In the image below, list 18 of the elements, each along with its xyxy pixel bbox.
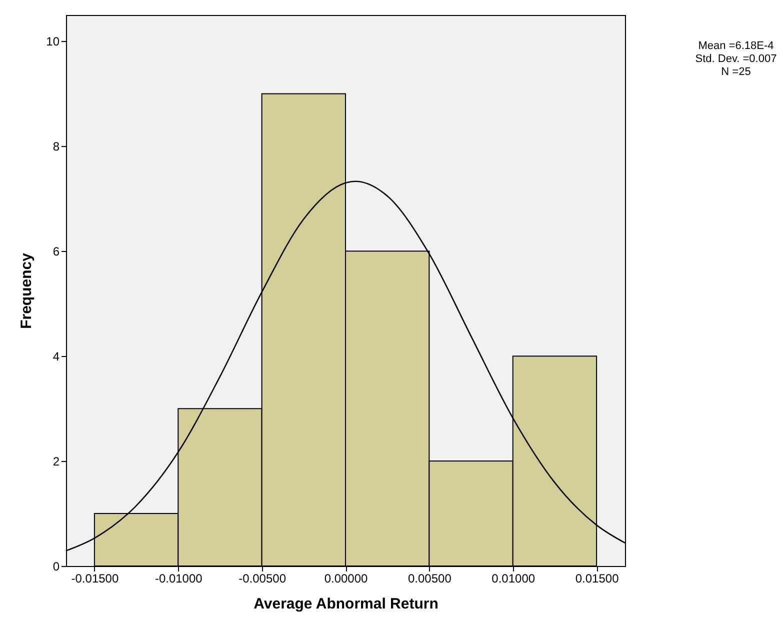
text: Std. Dev. =0.007 [695,53,777,65]
y-tick-label: 8 [52,140,60,154]
x-tick-label: -0.00500 [238,572,286,586]
x-tick-label: -0.01000 [154,572,203,586]
x-tick-label: 0.01500 [575,572,620,586]
y-tick-label: 2 [52,454,60,469]
y-axis-title: Frequency [18,252,36,329]
x-axis-title: Average Abnormal Return [254,596,438,612]
text: N =25 [721,66,751,78]
x-tick-label: 0.00500 [408,572,452,586]
y-tick-label: 0 [52,560,60,574]
x-tick-label: -0.01500 [71,572,119,586]
y-tick-label: 10 [46,34,60,49]
y-tick-label: 6 [52,244,60,259]
y-tick-label: 4 [52,350,60,364]
x-tick-label: 0.00000 [324,572,368,586]
x-tick-label: 0.01000 [492,572,536,586]
text: Mean =6.18E-4 [698,40,774,52]
